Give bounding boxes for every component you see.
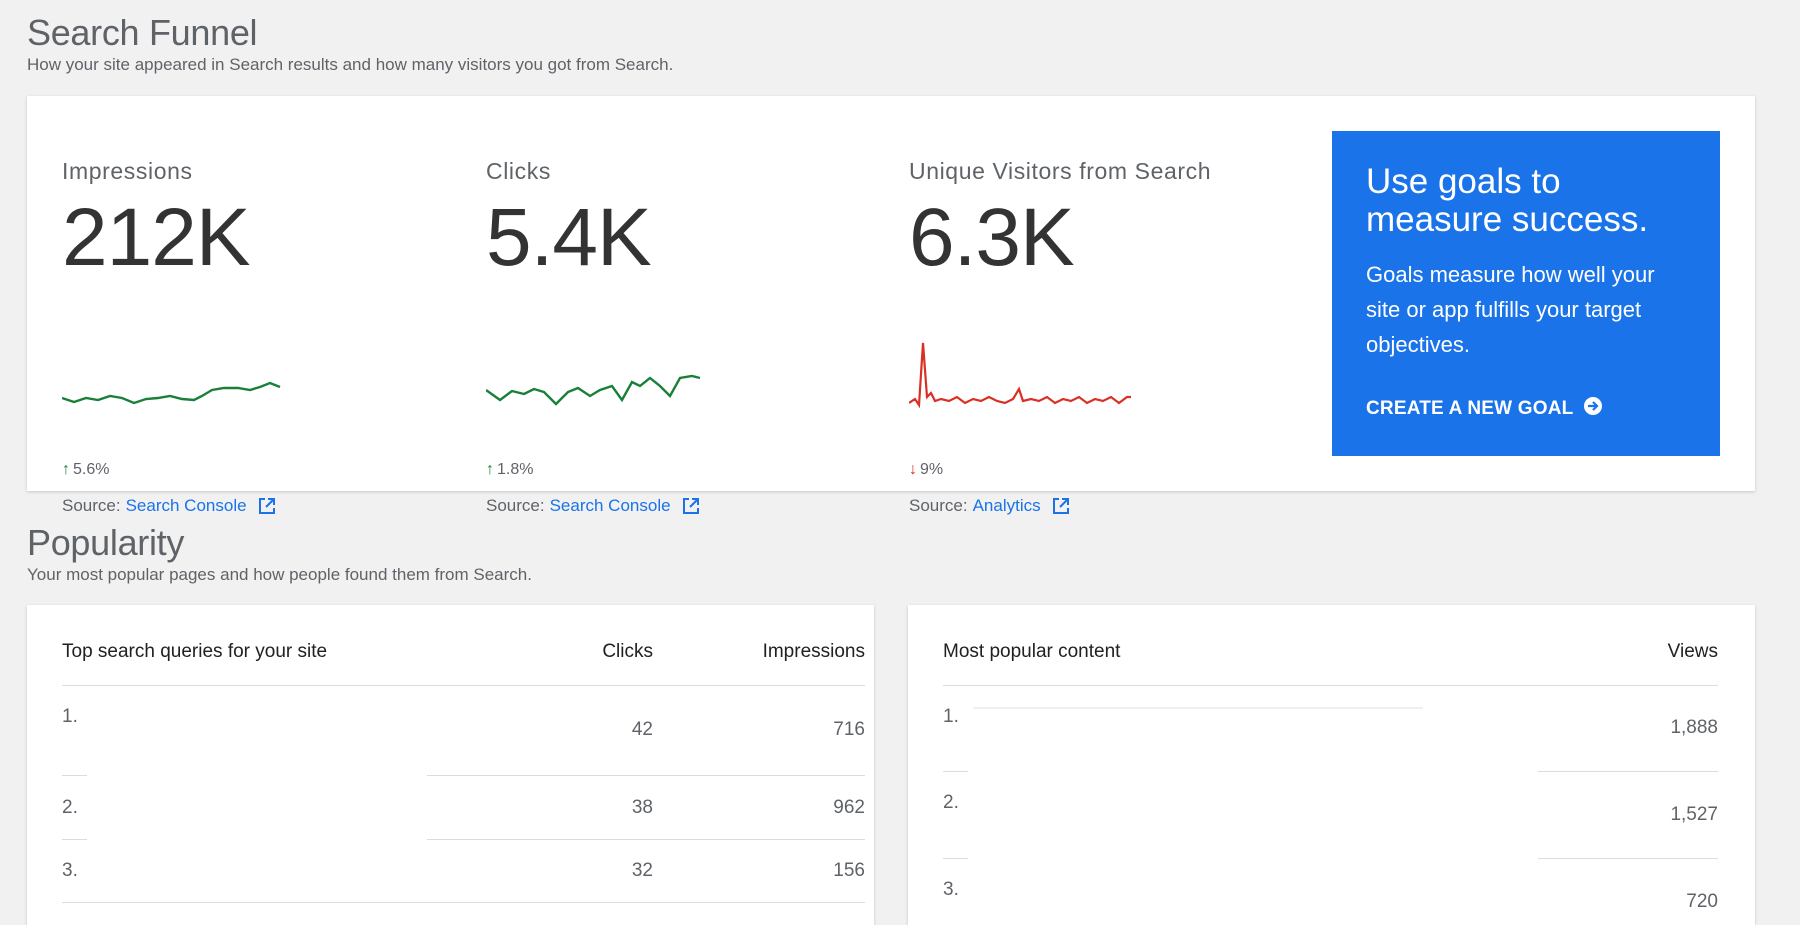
impressions-source: Source: Search Console (62, 496, 277, 516)
impressions-change: ↑ 5.6% (62, 461, 109, 479)
arrow-up-icon: ↑ (62, 461, 70, 478)
row-divider (427, 839, 865, 840)
redacted-content (973, 707, 1423, 709)
row-rank: 1. (62, 706, 78, 727)
row-divider (943, 771, 968, 772)
source-prefix: Source: (486, 496, 545, 515)
row-divider (943, 858, 968, 859)
popular-content-card: Most popular content Views 1. 1,888 2. 1… (908, 605, 1755, 925)
row-impressions: 156 (833, 860, 865, 881)
row-divider (1538, 771, 1718, 772)
row-divider (62, 839, 87, 840)
metric-value: 5.4K (486, 192, 652, 283)
goals-promo-panel: Use goals to measure success. Goals meas… (1332, 131, 1720, 456)
search-funnel-card: Impressions 212K ↑ 5.6% Source: Search C… (27, 96, 1755, 515)
column-header-query: Top search queries for your site (62, 641, 328, 662)
column-header-impressions[interactable]: Impressions (762, 641, 865, 662)
row-views: 1,527 (1670, 804, 1718, 825)
metric-impressions: Impressions 212K ↑ 5.6% Source: Search C… (62, 158, 422, 515)
row-impressions: 962 (833, 797, 865, 818)
row-rank: 2. (62, 797, 78, 818)
visitors-source: Source: Analytics (909, 496, 1071, 516)
analytics-link[interactable]: Analytics (972, 496, 1041, 515)
row-rank: 1. (943, 706, 959, 727)
search-funnel-subtitle: How your site appeared in Search results… (27, 55, 674, 74)
source-prefix: Source: (909, 496, 968, 515)
arrow-up-icon: ↑ (486, 461, 494, 478)
row-clicks: 42 (631, 719, 653, 740)
row-views: 1,888 (1670, 717, 1718, 738)
row-impressions: 716 (833, 719, 865, 740)
top-queries-card: Top search queries for your site Clicks … (27, 605, 874, 925)
external-link-icon[interactable] (1051, 496, 1071, 516)
header-divider (62, 685, 865, 686)
popularity-title: Popularity (27, 522, 185, 563)
visitors-sparkline (909, 342, 1131, 409)
impressions-sparkline (62, 381, 281, 405)
change-value: 9% (920, 461, 944, 478)
row-clicks: 32 (631, 860, 653, 881)
column-header-views[interactable]: Views (1667, 641, 1718, 662)
change-value: 5.6% (73, 461, 110, 478)
change-value: 1.8% (497, 461, 534, 478)
goals-promo-title: Use goals to measure success. (1366, 162, 1649, 239)
arrow-down-icon: ↓ (909, 461, 917, 478)
metric-label: Unique Visitors from Search (909, 158, 1212, 184)
column-header-clicks[interactable]: Clicks (602, 641, 653, 662)
metric-label: Impressions (62, 158, 193, 184)
metric-value: 212K (62, 192, 251, 283)
metric-clicks: Clicks 5.4K ↑ 1.8% Source: Search Consol… (486, 158, 846, 515)
row-clicks: 38 (631, 797, 653, 818)
search-funnel-title: Search Funnel (27, 12, 258, 53)
external-link-icon[interactable] (257, 496, 277, 516)
create-goal-label: CREATE A NEW GOAL (1366, 398, 1574, 419)
visitors-change: ↓ 9% (909, 461, 943, 479)
row-divider (62, 902, 865, 903)
metric-value: 6.3K (909, 192, 1075, 283)
create-goal-button[interactable]: CREATE A NEW GOAL (1366, 396, 1603, 422)
metric-unique-visitors: Unique Visitors from Search 6.3K ↓ 9% So… (909, 158, 1269, 515)
column-header-content: Most popular content (943, 641, 1121, 662)
row-rank: 2. (943, 792, 959, 813)
row-divider (62, 775, 87, 776)
row-views: 720 (1686, 891, 1718, 912)
row-rank: 3. (62, 860, 78, 881)
clicks-change: ↑ 1.8% (486, 461, 533, 479)
metric-label: Clicks (486, 158, 551, 184)
goals-promo-body: Goals measure how well your site or app … (1366, 262, 1655, 357)
source-prefix: Source: (62, 496, 121, 515)
clicks-sparkline (486, 374, 701, 406)
row-divider (427, 775, 865, 776)
popularity-subtitle: Your most popular pages and how people f… (27, 565, 532, 584)
external-link-icon[interactable] (681, 496, 701, 516)
search-console-link[interactable]: Search Console (125, 496, 247, 515)
header-divider (943, 685, 1718, 686)
row-rank: 3. (943, 879, 959, 900)
arrow-circle-right-icon (1583, 396, 1603, 422)
row-divider (1538, 858, 1718, 859)
search-console-link[interactable]: Search Console (549, 496, 671, 515)
clicks-source: Source: Search Console (486, 496, 701, 516)
